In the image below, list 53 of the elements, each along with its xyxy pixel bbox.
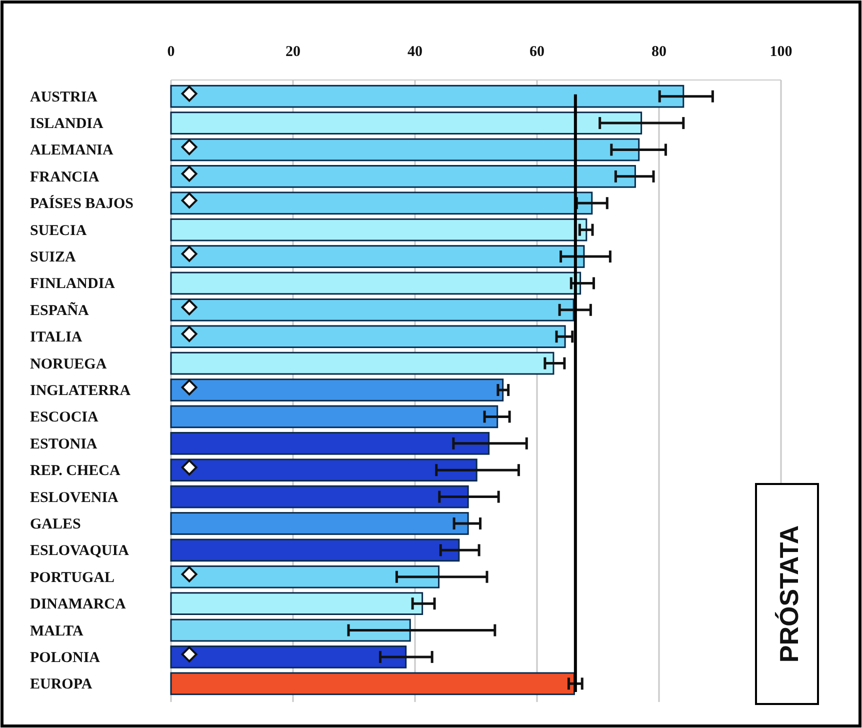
y-tick-label: GALES xyxy=(30,516,81,532)
y-tick-label: DINAMARCA xyxy=(30,596,126,613)
y-tick-label: ISLANDIA xyxy=(30,116,104,132)
bar xyxy=(170,618,411,642)
bar xyxy=(170,378,504,402)
y-tick-label: ESPAÑA xyxy=(30,302,90,319)
y-tick-label: ESCOCIA xyxy=(30,410,99,426)
y-tick-label: INGLATERRA xyxy=(30,383,131,399)
bar xyxy=(170,672,575,696)
y-tick-label: EUROPA xyxy=(30,676,92,693)
bar xyxy=(170,538,460,562)
bar xyxy=(170,646,407,668)
y-tick-label: POLONIA xyxy=(30,650,100,666)
bar xyxy=(170,84,684,108)
y-tick-label: ESLOVENIA xyxy=(30,490,119,506)
bar xyxy=(170,458,478,482)
bar xyxy=(170,432,490,455)
bar xyxy=(170,405,498,428)
x-tick-label: 80 xyxy=(652,44,666,60)
y-tick-label: FRANCIA xyxy=(30,169,100,186)
y-tick-label: FINLANDIA xyxy=(30,276,116,292)
bar xyxy=(170,298,574,322)
bar xyxy=(170,165,636,188)
y-tick-label: ALEMANIA xyxy=(30,142,114,159)
bar xyxy=(170,352,554,375)
y-tick-label: REP. CHECA xyxy=(30,463,120,480)
bar xyxy=(170,325,566,348)
bar xyxy=(170,512,469,535)
x-tick-label: 100 xyxy=(770,44,792,60)
x-tick-label: 60 xyxy=(530,44,544,60)
y-tick-label: SUIZA xyxy=(30,250,76,266)
x-tick-label: 20 xyxy=(286,44,300,60)
x-tick-label: 0 xyxy=(167,44,175,60)
y-tick-label: ITALIA xyxy=(30,330,82,346)
bar xyxy=(170,485,469,508)
bar xyxy=(170,592,424,615)
bar xyxy=(170,138,640,162)
bar xyxy=(170,112,642,134)
bar xyxy=(170,565,440,588)
y-tick-label: NORUEGA xyxy=(30,356,107,372)
bar xyxy=(170,218,588,242)
y-tick-label: ESLOVAQUIA xyxy=(30,543,130,560)
y-tick-label: SUECIA xyxy=(30,222,87,239)
y-tick-label: ESTONIA xyxy=(30,436,98,452)
y-tick-label: PORTUGAL xyxy=(30,570,114,586)
y-tick-label: MALTA xyxy=(30,623,84,640)
bar xyxy=(170,192,593,215)
bar xyxy=(170,272,582,295)
annotation: PRÓSTATA xyxy=(774,525,804,663)
x-tick-label: 40 xyxy=(408,44,422,60)
bar xyxy=(170,245,585,268)
y-tick-label: PAÍSES BAJOS xyxy=(30,195,134,212)
y-tick-label: AUSTRIA xyxy=(30,89,98,106)
